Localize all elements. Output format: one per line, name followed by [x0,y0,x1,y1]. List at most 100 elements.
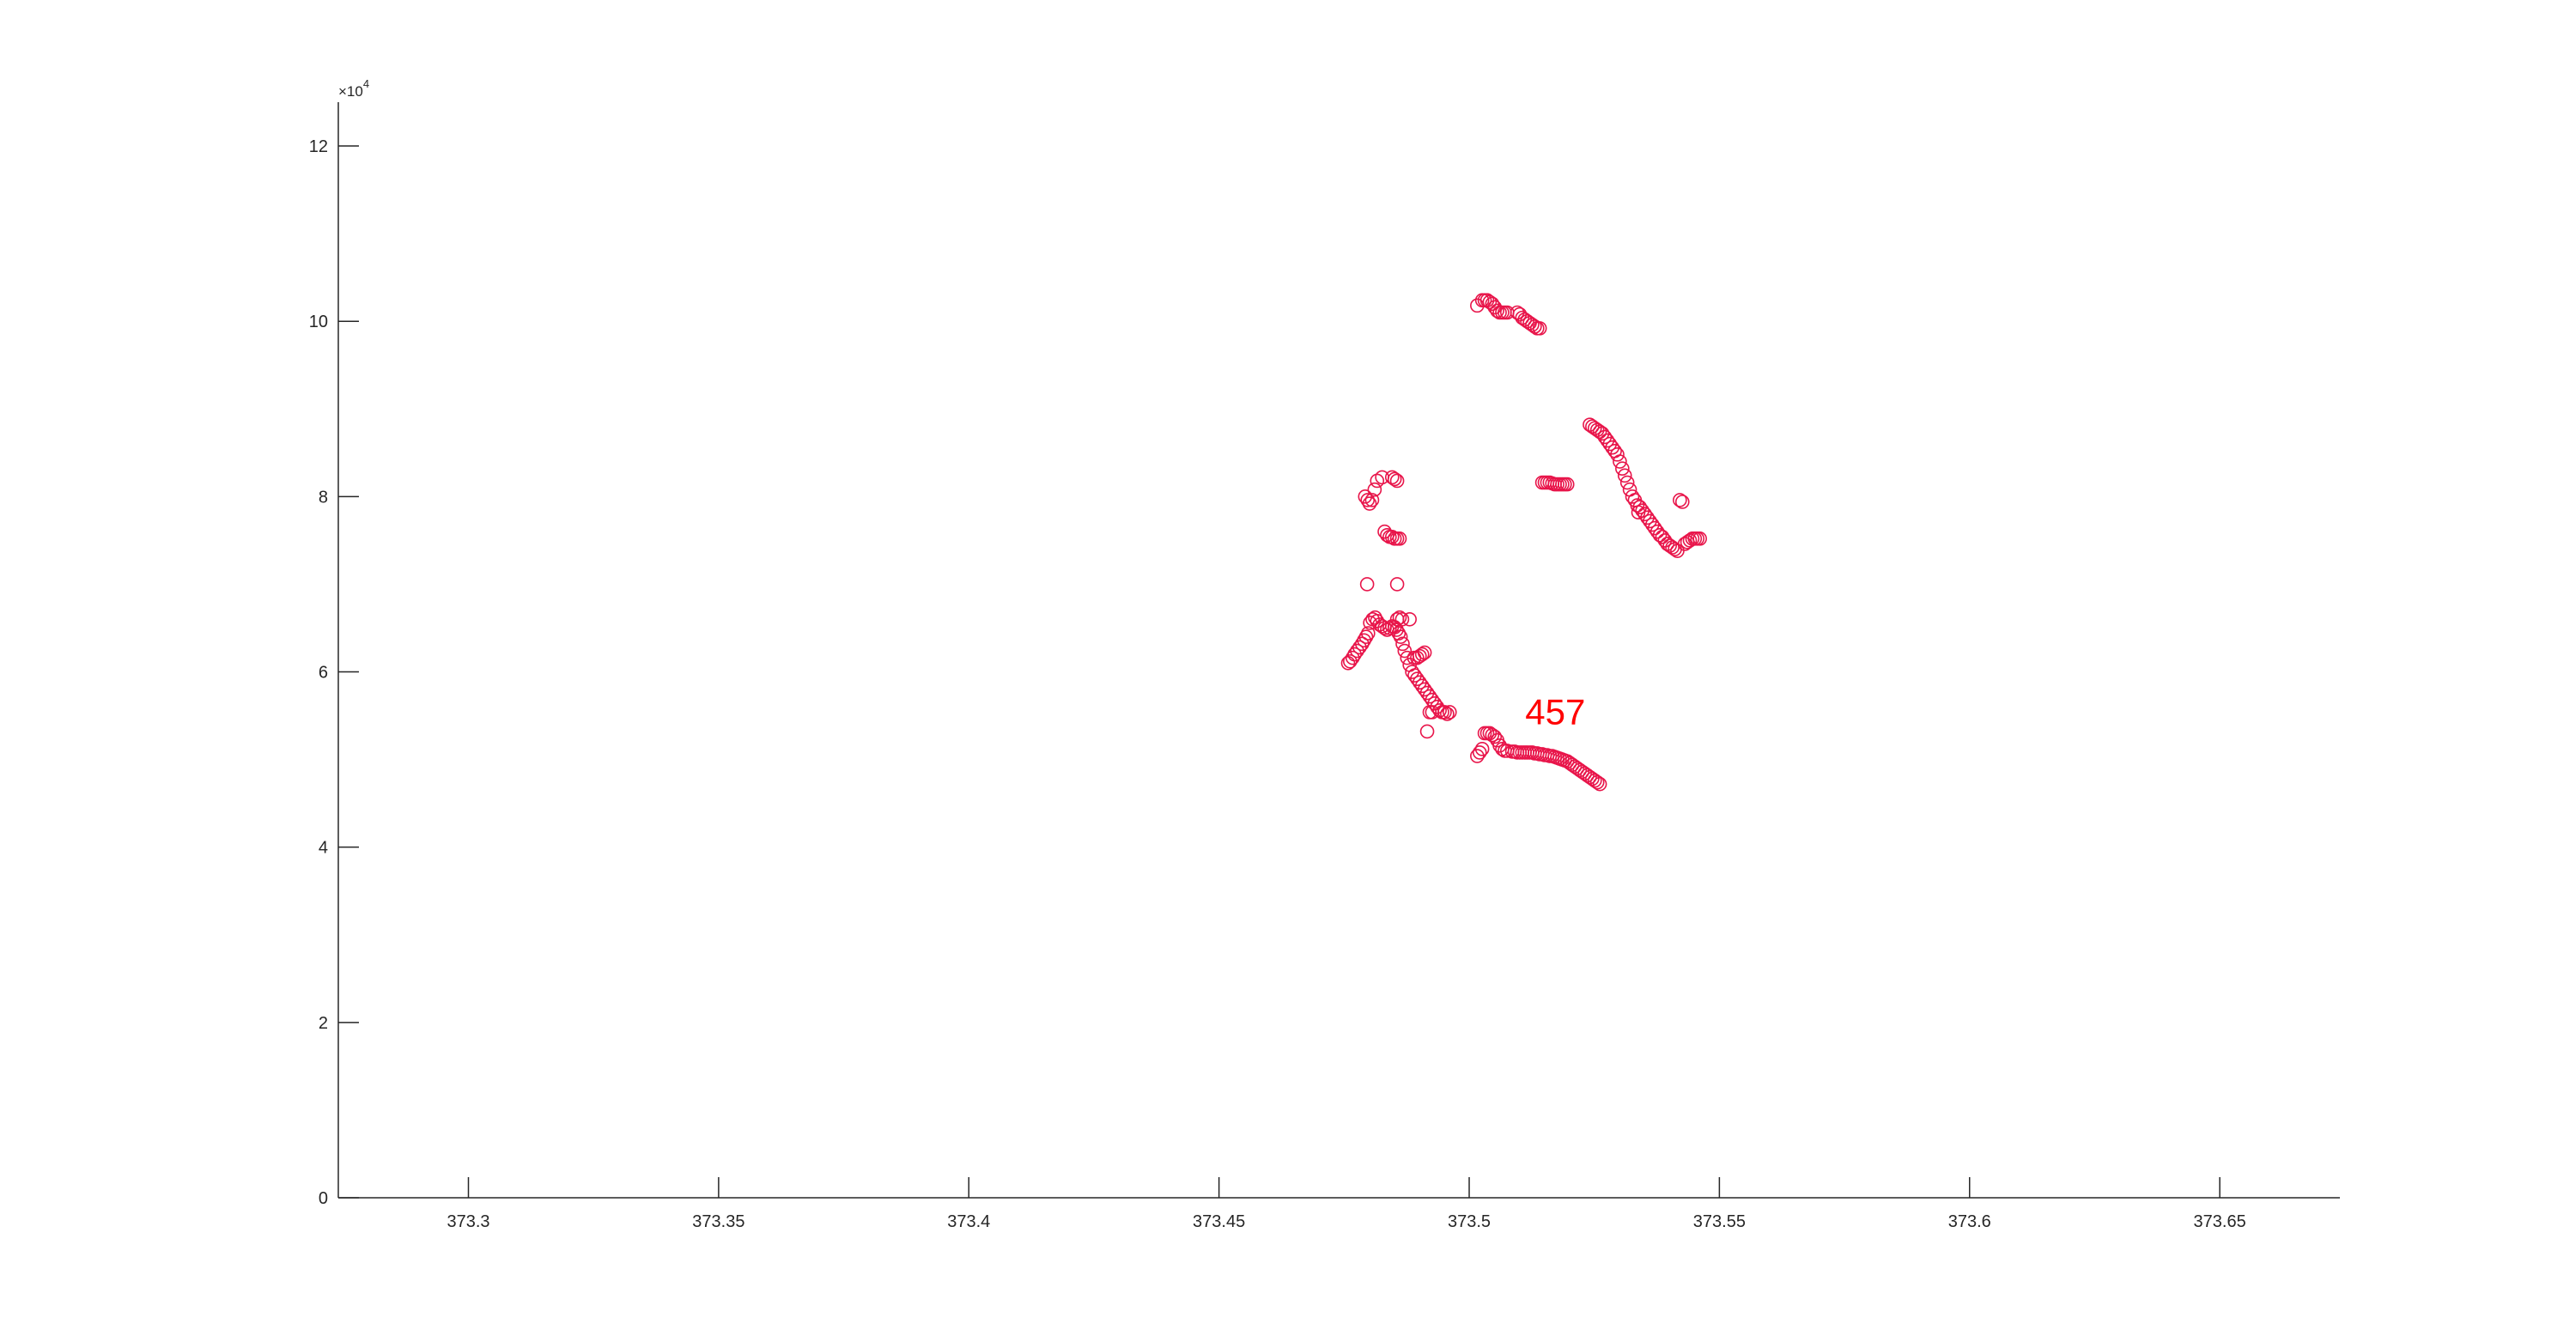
data-point [1645,517,1660,532]
annotation-label: 457 [1525,691,1585,732]
data-point [1419,724,1435,739]
tick-marks [338,145,2221,1199]
data-point [1357,633,1371,648]
data-point [1427,695,1443,711]
data-point [1414,678,1430,694]
data-point [1615,461,1630,476]
data-point [1625,489,1640,504]
data-point [1414,647,1430,662]
data-point [1395,636,1410,652]
data-point [1360,626,1376,641]
data-point [1389,473,1405,489]
x-tick-label: 373.45 [1193,1212,1245,1231]
data-point [1647,520,1662,536]
y-tick-label: 0 [319,1189,328,1208]
data-point [1358,489,1373,504]
data-point [1485,727,1500,743]
data-point [1392,531,1407,546]
data-point [1440,707,1455,721]
data-point [1410,671,1425,686]
data-point [1617,468,1632,483]
data-point [1485,296,1500,312]
data-point [1387,471,1402,487]
x-tick-label: 373.5 [1448,1212,1491,1231]
data-point [1405,665,1419,679]
data-point [1425,705,1440,720]
data-point [1592,776,1607,792]
data-point [1600,433,1615,448]
data-point [1347,647,1362,662]
y-tick-label: 6 [319,664,328,683]
x-tick-label: 373.35 [692,1212,744,1231]
data-point [1345,650,1360,665]
data-point [1362,496,1377,511]
data-point [1643,513,1657,529]
data-point [1472,745,1487,760]
y-axis-exponent-label: ×104 [338,77,369,100]
data-point [1592,424,1607,440]
data-point [1631,505,1646,520]
data-point [1393,629,1408,644]
data-point [1470,749,1485,763]
data-point [1360,493,1376,507]
data-point [1649,524,1665,539]
data-point [1632,500,1648,514]
data-point [1474,742,1490,756]
data-point [1655,530,1670,544]
data-point [1692,531,1707,546]
tick-labels: 373.3 373.35 373.4 373.45 373.5 373.55 373.6 37… [309,137,2246,1231]
y-tick-label: 10 [309,313,328,331]
y-tick-label: 8 [319,488,328,507]
data-point [1377,524,1392,539]
x-tick-label: 373.3 [447,1212,489,1231]
data-point [1589,774,1605,790]
data-point [1605,440,1619,455]
data-point [1358,629,1374,644]
data-point [1389,611,1405,627]
y-tick-label: 12 [309,137,328,156]
data-point [1559,477,1575,492]
data-point [1652,527,1668,543]
data-point [1619,475,1635,490]
data-point [1674,495,1690,509]
x-tick-label: 373.55 [1693,1212,1746,1231]
x-tick-label: 373.6 [1948,1212,1991,1231]
data-point [1430,700,1445,714]
data-point [1413,675,1427,690]
axes [337,102,2340,1199]
data-point [1367,482,1382,497]
data-point [1673,493,1687,507]
data-point [1359,577,1375,592]
data-point [1350,643,1364,659]
data-point [1442,705,1457,720]
data-point [1407,668,1422,683]
data-point [1389,577,1405,592]
data-point [1630,498,1645,513]
data-point [1532,321,1547,336]
data-point [1595,426,1610,441]
data-point [1368,610,1382,625]
data-point [1392,610,1407,625]
data-point [1613,454,1627,469]
data-point [1422,689,1437,704]
data-point [1602,436,1618,452]
data-point [1355,636,1370,652]
data-point [1419,685,1435,701]
x-tick-label: 373.65 [2194,1212,2246,1231]
x-tick-label: 373.4 [947,1212,990,1231]
data-point [1364,493,1380,507]
data-point [1482,295,1498,310]
y-tick-label: 4 [319,839,328,858]
y-tick-label: 2 [319,1014,328,1033]
data-point [1417,682,1432,697]
data-point [1391,626,1406,641]
data-point [1492,738,1507,753]
data-point [1637,507,1652,522]
data-point [1352,640,1367,655]
data-point [1394,611,1410,627]
data-point [1610,447,1625,462]
data-points [1340,293,1707,792]
data-point [1397,643,1413,659]
